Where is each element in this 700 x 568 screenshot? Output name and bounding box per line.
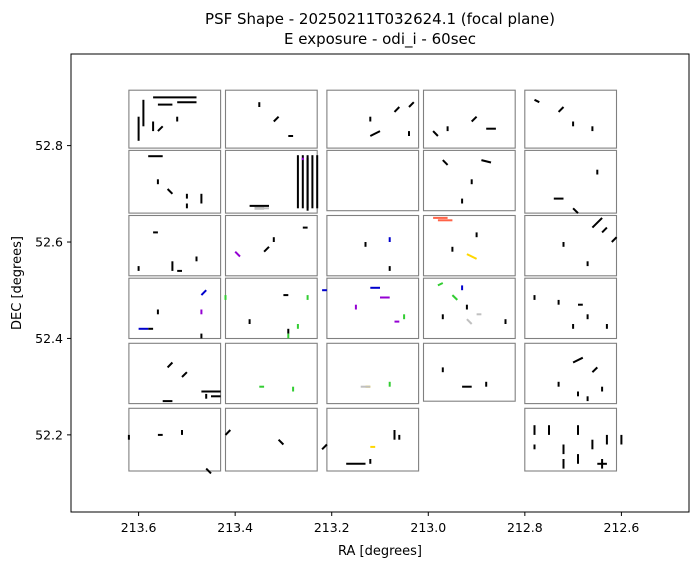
psf-whisker-s0-43 (572, 207, 579, 214)
ota-outline-c3-r1 (422, 149, 516, 212)
psf-whisker-s0-87 (591, 366, 598, 373)
psf-whisker-s0-13 (408, 101, 415, 108)
x-tick-label-3: 213.0 (410, 520, 446, 535)
y-tick-label-0: 52.2 (35, 427, 63, 442)
psf-whisker-s0-21 (557, 106, 565, 113)
ota-outline-c4-r3 (524, 277, 618, 340)
psf-whisker-s0-86 (572, 356, 584, 364)
ota-outline-c3-r4 (422, 342, 516, 402)
x-tick-label-0: 213.6 (121, 520, 157, 535)
psf-whisker-s0-95 (205, 467, 212, 475)
y-tick-label-3: 52.8 (35, 138, 63, 153)
psf-whisker-s0-96 (224, 429, 232, 436)
psf-whisker-s0-82 (181, 371, 188, 378)
axes-frame (70, 53, 690, 513)
x-axis-ticks: 213.6 213.4 213.2 213.0 212.8 212.6 (121, 512, 640, 535)
ota-outline-c0-r3 (128, 277, 222, 340)
psf-whisker-s0-50 (263, 246, 270, 253)
ota-outline-c3-r0 (422, 89, 516, 149)
ota-outline-c2-r3 (326, 277, 420, 340)
ota-outline-layer (128, 89, 618, 472)
ota-outline-c3-r2 (422, 214, 516, 277)
psf-whisker-s0-97 (277, 438, 285, 446)
psf-whisker-s0-77 (166, 361, 174, 369)
chart-title-line-2: E exposure - odi_i - 60sec (284, 30, 476, 49)
x-tick-label-4: 212.8 (507, 520, 543, 535)
ota-outline-c3-r3 (422, 277, 516, 340)
ota-outline-c2-r4 (326, 342, 420, 405)
psf-whisker-layer (127, 96, 623, 475)
psf-whisker-s6-1 (466, 318, 473, 325)
psf-whisker-s0-38 (442, 159, 449, 166)
ota-outline-c1-r2 (224, 214, 318, 277)
ota-outline-c2-r0 (326, 89, 420, 149)
psf-whisker-s2-1 (200, 289, 207, 296)
psf-whisker-s0-60 (611, 236, 618, 243)
psf-whisker-s0-20 (534, 98, 540, 104)
chart-title-line-1: PSF Shape - 20250211T032624.1 (focal pla… (205, 10, 555, 28)
ota-outline-c0-r2 (128, 214, 222, 277)
psf-whisker-s0-6 (157, 125, 164, 132)
psf-whisker-s0-59 (601, 226, 608, 234)
y-tick-label-2: 52.6 (35, 235, 63, 250)
psf-whisker-s0-40 (481, 159, 492, 164)
psf-whisker-s3-5 (451, 294, 458, 301)
ota-outline-c0-r5 (128, 407, 222, 472)
ota-outline-c2-r1 (326, 149, 420, 212)
y-axis-label: DEC [degrees] (10, 236, 25, 330)
psf-whisker-s0-98 (321, 443, 328, 451)
ota-outline-c4-r4 (524, 342, 618, 405)
ota-outline-c4-r0 (524, 89, 618, 149)
ota-outline-c1-r0 (224, 89, 318, 149)
ota-outline-c1-r4 (224, 342, 318, 405)
ota-outline-c1-r5 (224, 407, 318, 472)
psf-whisker-s0-8 (273, 115, 280, 123)
ota-outline-c2-r5 (326, 407, 420, 472)
psf-whisker-s0-11 (369, 130, 381, 137)
y-tick-label-1: 52.4 (35, 331, 63, 346)
psf-whisker-s1-0 (234, 250, 241, 258)
x-tick-label-1: 213.4 (217, 520, 253, 535)
x-tick-label-5: 212.6 (604, 520, 640, 535)
psf-whisker-s0-26 (166, 188, 174, 195)
ota-outline-c0-r0 (128, 89, 222, 149)
psf-whisker-s4-0 (466, 253, 478, 260)
x-axis-label: RA [degrees] (338, 544, 422, 559)
psf-whisker-s0-58 (591, 217, 603, 229)
ota-outline-c1-r3 (224, 277, 318, 340)
psf-whisker-s3-4 (437, 282, 444, 287)
ota-outline-c2-r2 (326, 214, 420, 277)
x-tick-label-2: 213.2 (314, 520, 350, 535)
ota-outline-c4-r5 (524, 407, 618, 472)
psf-whisker-s0-19 (432, 130, 439, 137)
psf-whisker-s0-17 (471, 115, 478, 123)
ota-outline-c4-r1 (524, 149, 618, 214)
ota-outline-c0-r1 (128, 149, 222, 214)
psf-whisker-s0-12 (393, 106, 401, 113)
ota-outline-c4-r2 (524, 214, 618, 277)
y-axis-ticks: 52.2 52.4 52.6 52.8 (35, 138, 71, 442)
ota-outline-c0-r4 (128, 342, 222, 405)
